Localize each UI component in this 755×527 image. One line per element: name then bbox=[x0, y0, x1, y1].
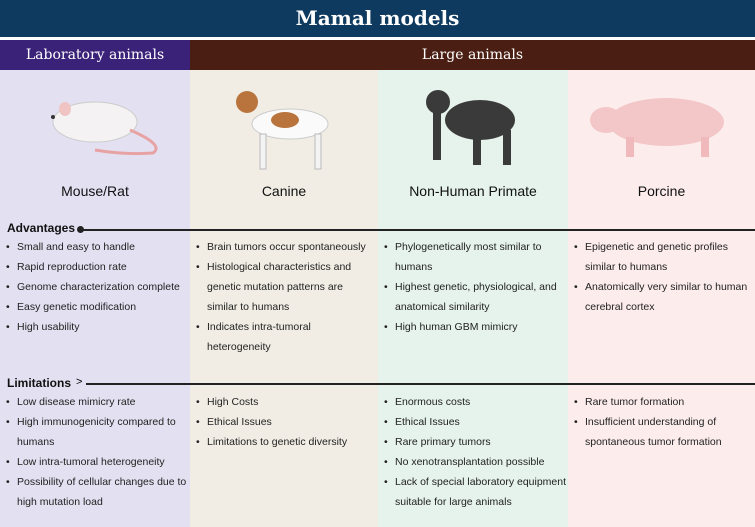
animal-name: Porcine bbox=[637, 183, 686, 199]
list-item: High usability bbox=[4, 317, 188, 337]
list-item: Phylogenetically most similar to humans bbox=[382, 237, 566, 277]
list-item: No xenotransplantation possible bbox=[382, 452, 566, 472]
list-item: Low disease mimicry rate bbox=[4, 392, 188, 412]
list-item: Brain tumors occur spontaneously bbox=[194, 237, 376, 257]
pig-illustration bbox=[590, 98, 724, 157]
list-item: Small and easy to handle bbox=[4, 237, 188, 257]
group-laboratory: Laboratory animals bbox=[0, 40, 190, 70]
list-item: Highest genetic, physiological, and anat… bbox=[382, 277, 566, 317]
list-item: Genome characterization complete bbox=[4, 277, 188, 297]
page-title: Mamal models bbox=[0, 0, 755, 37]
limitations-list: High CostsEthical IssuesLimitations to g… bbox=[194, 392, 376, 452]
list-item: Easy genetic modification bbox=[4, 297, 188, 317]
advantages-list: Phylogenetically most similar to humansH… bbox=[382, 237, 566, 337]
list-item: Ethical Issues bbox=[194, 412, 376, 432]
animal-name: Non-Human Primate bbox=[409, 183, 537, 199]
list-item: Enormous costs bbox=[382, 392, 566, 412]
group-large: Large animals bbox=[190, 40, 755, 70]
list-item: Rapid reproduction rate bbox=[4, 257, 188, 277]
list-item: Low intra-tumoral heterogeneity bbox=[4, 452, 188, 472]
list-item: Rare tumor formation bbox=[572, 392, 752, 412]
limitations-list: Rare tumor formationInsufficient underst… bbox=[572, 392, 752, 452]
list-item: Epigenetic and genetic profiles similar … bbox=[572, 237, 752, 277]
list-item: Histological characteristics and genetic… bbox=[194, 257, 376, 317]
animal-name: Canine bbox=[261, 183, 307, 199]
animal-name: Mouse/Rat bbox=[61, 183, 129, 199]
advantages-list: Small and easy to handleRapid reproducti… bbox=[4, 237, 188, 337]
list-item: Insufficient understanding of spontaneou… bbox=[572, 412, 752, 452]
chimpanzee-illustration bbox=[426, 90, 515, 165]
list-item: Possibility of cellular changes due to h… bbox=[4, 472, 188, 512]
advantages-divider bbox=[80, 229, 755, 231]
list-item: Indicates intra-tumoral heterogeneity bbox=[194, 317, 376, 357]
advantages-list: Brain tumors occur spontaneouslyHistolog… bbox=[194, 237, 376, 357]
list-item: High immunogenicity compared to humans bbox=[4, 412, 188, 452]
dog-illustration bbox=[236, 91, 329, 170]
list-item: Anatomically very similar to human cereb… bbox=[572, 277, 752, 317]
advantages-label: Advantages bbox=[7, 221, 76, 235]
limitations-list: Enormous costsEthical IssuesRare primary… bbox=[382, 392, 566, 512]
chevron-right-icon: > bbox=[76, 376, 83, 388]
list-item: High human GBM mimicry bbox=[382, 317, 566, 337]
list-item: High Costs bbox=[194, 392, 376, 412]
limitations-divider bbox=[86, 383, 755, 385]
list-item: Limitations to genetic diversity bbox=[194, 432, 376, 452]
list-item: Rare primary tumors bbox=[382, 432, 566, 452]
list-item: Ethical Issues bbox=[382, 412, 566, 432]
list-item: Lack of special laboratory equipment sui… bbox=[382, 472, 566, 512]
dot-icon bbox=[77, 226, 84, 233]
mouse-illustration bbox=[51, 101, 158, 156]
advantages-list: Epigenetic and genetic profiles similar … bbox=[572, 237, 752, 317]
limitations-list: Low disease mimicry rateHigh immunogenic… bbox=[4, 392, 188, 512]
limitations-label: Limitations bbox=[7, 376, 72, 390]
